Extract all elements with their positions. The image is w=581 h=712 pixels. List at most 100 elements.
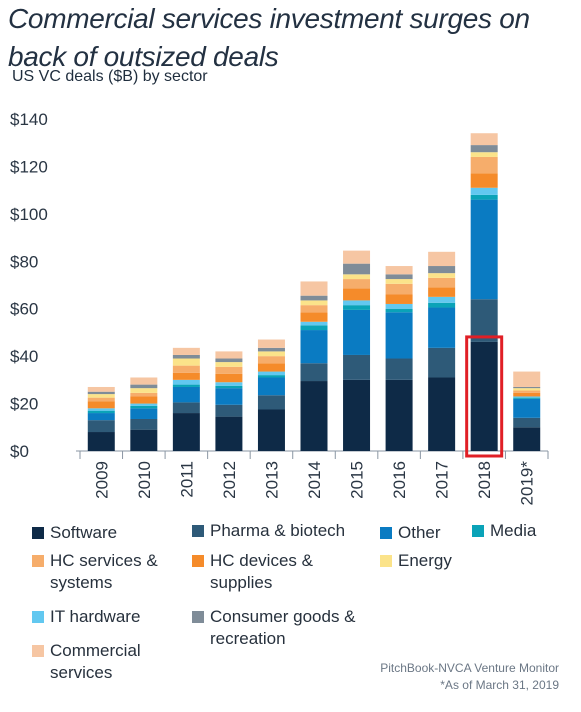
y-tick-label: $60 [10, 300, 38, 319]
bar-segment [385, 274, 413, 280]
legend-item-other: Other [380, 522, 441, 544]
bar-segment [385, 266, 413, 275]
legend-swatch-consumer-goods [192, 611, 204, 623]
bar-segment [172, 386, 200, 403]
bar-segment [300, 295, 328, 301]
bar-segment [130, 377, 158, 385]
bar-segment [215, 388, 243, 405]
legend-item-hc-services: HC services & systems [32, 550, 177, 594]
bar-segment [87, 397, 115, 402]
bar-segment [513, 386, 541, 389]
x-tick-label: 2011 [177, 461, 196, 498]
footnote: *As of March 31, 2019 [440, 678, 559, 692]
chart-subtitle: US VC deals ($B) by sector [12, 68, 208, 85]
bar-segment [343, 309, 371, 355]
legend-label-energy: Energy [398, 551, 452, 570]
legend-label-pharma-biotech: Pharma & biotech [210, 521, 346, 540]
bar-segment [428, 287, 456, 297]
bar-segment [343, 379, 371, 451]
bar-segment [215, 351, 243, 359]
bar-segment [87, 432, 115, 451]
bar-segment [428, 347, 456, 378]
legend-swatch-software [32, 527, 44, 539]
legend-label-software: Software [50, 523, 118, 542]
legend-label-media: Media [490, 521, 537, 540]
bar-segment [300, 281, 328, 296]
bar-segment [130, 429, 158, 451]
bar-segment [300, 363, 328, 382]
bar-segment [343, 279, 371, 289]
bar-segment [470, 341, 498, 451]
bar-segment [385, 358, 413, 380]
chart-title: Commercial services investment surges on… [8, 3, 530, 72]
bar-segment [172, 402, 200, 414]
x-tick-label: 2013 [262, 461, 281, 499]
stacked-bar-chart: $0 $20 $40 $60 $80 $100 $120 $140 2009 2010 2011 20… [10, 110, 549, 506]
bar-segment [343, 305, 371, 310]
legend-item-media: Media [472, 520, 536, 542]
bar-segment [428, 251, 456, 267]
legend-item-it-hardware: IT hardware [32, 606, 140, 628]
bar-segment [215, 385, 243, 389]
y-tick-label: $0 [10, 442, 29, 461]
legend-swatch-hc-services [32, 555, 44, 567]
bar-segment [300, 325, 328, 331]
bar-segment [215, 362, 243, 367]
bar-segment [513, 390, 541, 393]
bar-segment [257, 375, 285, 378]
bar-segment [470, 187, 498, 195]
bar-segment [130, 405, 158, 409]
x-tick-label: 2019* [518, 461, 537, 506]
bar-segment [470, 145, 498, 153]
highlight-box [465, 335, 504, 458]
legend-item-commercial-services: Commercial services [32, 640, 162, 684]
bar-segment [470, 152, 498, 157]
bar-segment [172, 413, 200, 451]
bar-segment [257, 371, 285, 376]
x-tick-label: 2012 [220, 461, 239, 499]
bar-segment [385, 283, 413, 295]
bar-segment [172, 358, 200, 366]
bar-segment [172, 384, 200, 387]
bar-segment [257, 377, 285, 396]
bar-segment [130, 396, 158, 404]
y-tick-label: $80 [10, 252, 38, 271]
bar-segment [300, 381, 328, 451]
bar-segment [470, 299, 498, 342]
bar-segment [428, 377, 456, 451]
bar-segment [300, 321, 328, 326]
bar-segment [172, 347, 200, 355]
bar-segment [343, 263, 371, 275]
bar-segment [257, 363, 285, 372]
x-tick-label: 2015 [348, 461, 367, 499]
bar-segment [428, 273, 456, 278]
bar-segment [300, 305, 328, 313]
legend-item-consumer-goods: Consumer goods & recreation [192, 606, 367, 650]
bar-segment [428, 307, 456, 348]
bar-segment [87, 386, 115, 392]
x-tick-label: 2016 [390, 461, 409, 499]
bar-segment [343, 274, 371, 280]
bar-segment [87, 391, 115, 395]
bar-segment [300, 312, 328, 322]
x-tick-label: 2017 [433, 461, 452, 499]
bar-segment [513, 396, 541, 398]
bar-segment [513, 417, 541, 428]
bar-segment [87, 410, 115, 414]
source-label: PitchBook-NVCA Venture Monitor [380, 661, 559, 675]
bar-segment [343, 354, 371, 380]
bar-segment [428, 302, 456, 308]
x-tick-label: 2009 [92, 461, 111, 499]
bar-segment [257, 339, 285, 348]
bar-segment [215, 382, 243, 386]
bar-segment [513, 398, 541, 418]
bar-segment [385, 279, 413, 284]
x-tick-label: 2014 [305, 461, 324, 499]
legend-item-energy: Energy [380, 550, 452, 572]
bar-segment [343, 250, 371, 264]
x-tick-label: 2010 [135, 461, 154, 499]
legend-swatch-it-hardware [32, 611, 44, 623]
bar-segment [513, 427, 541, 451]
bar-segment [130, 403, 158, 406]
bar-segment [385, 308, 413, 313]
